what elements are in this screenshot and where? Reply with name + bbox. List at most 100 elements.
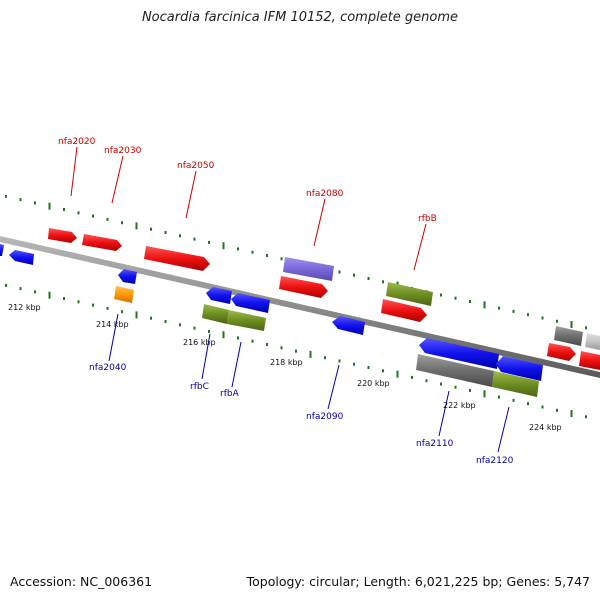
top-ruler-tick — [150, 227, 152, 231]
bottom-ruler-tick — [295, 349, 297, 353]
top-ruler-tick — [527, 313, 529, 317]
reverse-strand-genes — [0, 244, 543, 397]
top-ruler-tick — [454, 296, 457, 300]
gene-nfa2080[interactable] — [279, 276, 328, 298]
top-ruler-tick — [63, 208, 65, 211]
gene-rfbC[interactable] — [202, 304, 229, 324]
leader-nfa2090 — [327, 364, 340, 410]
label-nfa2030[interactable]: nfa2030 — [104, 146, 142, 156]
gene-nfa2020[interactable] — [48, 228, 77, 243]
top-ruler-tick — [77, 211, 80, 215]
top-ruler-tick — [222, 242, 225, 250]
gene-red-right-2[interactable] — [579, 351, 600, 370]
gene-gray-right[interactable] — [554, 326, 583, 346]
axis-label-220: 220 kbp — [357, 379, 390, 388]
label-nfa2110[interactable]: nfa2110 — [416, 439, 454, 449]
gene-nfa2120[interactable] — [492, 371, 539, 397]
axis-labels: 212 kbp 214 kbp 216 kbp 218 kbp 220 kbp … — [8, 303, 562, 432]
top-ruler-tick — [367, 277, 370, 280]
top-ruler-tick — [440, 293, 442, 297]
bottom-ruler-tick — [92, 303, 94, 307]
top-ruler-tick — [570, 321, 573, 328]
bottom-ruler-tick — [498, 395, 500, 399]
leader-nfa2120 — [497, 406, 510, 453]
gene-nfa2110[interactable] — [416, 354, 494, 387]
bottom-ruler-tick — [280, 346, 283, 350]
top-ruler-tick — [208, 240, 210, 244]
bottom-ruler-tick — [512, 398, 515, 402]
top-ruler-tick — [106, 217, 109, 221]
top-ruler-tick — [179, 234, 181, 238]
gene-nfa2090[interactable] — [332, 316, 365, 335]
gene-blue-223[interactable] — [496, 356, 543, 381]
forward-strand-genes — [48, 228, 600, 370]
label-rfbB[interactable]: rfbB — [418, 214, 437, 224]
tick-ruler-bottom — [5, 283, 587, 419]
bottom-ruler-tick — [527, 402, 529, 406]
top-ruler-tick — [585, 326, 587, 330]
gene-lightgray-right[interactable] — [585, 333, 600, 350]
gene-rfbA[interactable] — [227, 310, 266, 331]
leader-rfbC — [201, 333, 211, 380]
gene-nfa2050[interactable] — [144, 246, 210, 271]
top-ruler-tick — [237, 247, 239, 251]
label-nfa2040[interactable]: nfa2040 — [89, 363, 127, 373]
leader-nfa2080 — [313, 198, 326, 247]
label-nfa2020[interactable]: nfa2020 — [58, 137, 96, 147]
bottom-ruler-tick — [5, 283, 7, 287]
top-ruler-tick — [164, 231, 167, 234]
genome-title: Nocardia farcinica IFM 10152, complete g… — [141, 10, 459, 25]
axis-label-214: 214 kbp — [96, 320, 129, 329]
bottom-gene-labels: nfa2040 rfbC rfbA nfa2090 nfa2110 nfa212… — [89, 313, 514, 466]
accession-text: Accession: NC_006361 — [10, 574, 153, 589]
axis-label-224: 224 kbp — [529, 423, 562, 432]
bottom-ruler-tick — [48, 291, 51, 299]
top-ruler-tick — [34, 201, 36, 205]
bottom-ruler-tick — [483, 390, 486, 398]
top-ruler-tick — [48, 202, 51, 210]
gene-blue-221[interactable] — [419, 338, 499, 369]
top-ruler-tick — [19, 198, 22, 202]
bottom-ruler-tick — [237, 336, 239, 340]
bottom-ruler-tick — [309, 350, 312, 358]
top-gene-labels: nfa2020 nfa2030 nfa2050 nfa2080 rfbB — [58, 137, 437, 271]
top-ruler-tick — [556, 319, 558, 323]
axis-label-222: 222 kbp — [443, 401, 476, 410]
bottom-ruler-tick — [179, 323, 181, 327]
bottom-ruler-tick — [164, 320, 167, 323]
gene-blue-216a[interactable] — [206, 287, 232, 304]
chromosome-track — [0, 236, 600, 378]
gene-blue-left-2[interactable] — [9, 250, 34, 265]
label-nfa2120[interactable]: nfa2120 — [476, 456, 514, 466]
gene-blue-216b[interactable] — [231, 293, 270, 313]
gene-blue-left-1[interactable] — [0, 244, 4, 256]
bottom-ruler-tick — [338, 359, 341, 363]
label-nfa2090[interactable]: nfa2090 — [306, 412, 344, 422]
top-ruler-tick — [483, 301, 486, 309]
gene-red-right-1[interactable] — [547, 343, 576, 361]
gene-rfbB-green[interactable] — [386, 282, 433, 306]
bottom-ruler-tick — [353, 362, 355, 366]
leader-rfbB — [413, 223, 427, 271]
top-ruler-tick — [135, 222, 138, 230]
bottom-ruler-tick — [469, 389, 471, 392]
gene-nfa2030[interactable] — [82, 234, 122, 251]
bottom-ruler-tick — [266, 343, 268, 346]
label-nfa2050[interactable]: nfa2050 — [177, 161, 215, 171]
label-nfa2080[interactable]: nfa2080 — [306, 189, 344, 199]
top-ruler-tick — [512, 309, 515, 313]
bottom-ruler-tick — [570, 410, 573, 417]
bottom-ruler-tick — [150, 316, 152, 320]
leader-nfa2050 — [185, 170, 197, 219]
bottom-ruler-tick — [193, 326, 196, 330]
leader-nfa2020 — [70, 146, 78, 197]
gene-nfa2040-blue[interactable] — [118, 269, 137, 284]
bottom-ruler-tick — [121, 310, 123, 314]
gene-rfbB[interactable] — [381, 299, 427, 322]
label-rfbC[interactable]: rfbC — [190, 382, 209, 392]
label-rfbA[interactable]: rfbA — [220, 389, 240, 399]
gene-nfa2080-purple[interactable] — [283, 257, 334, 281]
gene-nfa2040[interactable] — [114, 286, 134, 303]
top-ruler-tick — [121, 221, 123, 225]
bottom-ruler-tick — [454, 385, 457, 389]
